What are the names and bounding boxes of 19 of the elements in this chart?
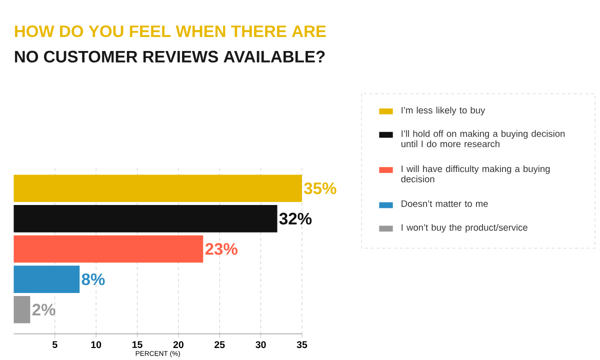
legend-label: I will have difficulty making a buying decision: [401, 165, 550, 182]
x-tick-label: 20: [173, 340, 184, 348]
x-tick-label: 10: [91, 340, 102, 348]
x-tick-label: 5: [52, 340, 58, 348]
legend-label: I’ll hold off on making a buying decision until I do more research: [401, 130, 565, 147]
legend-label: I won’t buy the product/service: [402, 224, 528, 232]
data-label: 32%: [279, 212, 312, 224]
x-tick-label: 35: [296, 340, 308, 348]
x-tick-label: 15: [132, 340, 142, 348]
x-tick-label: 30: [256, 340, 266, 348]
chart-title: HOW DO YOU FEEL WHEN THERE ARE: [15, 25, 326, 37]
legend-label: Doesn’t matter to me: [402, 200, 488, 207]
data-label: 23%: [205, 242, 238, 255]
chart-subtitle: NO CUSTOMER REVIEWS AVAILABLE?: [15, 50, 325, 62]
data-label: 35%: [304, 182, 336, 194]
x-tick-label: 25: [214, 340, 225, 348]
data-label: 2%: [32, 304, 56, 316]
legend-label: I’m less likely to buy: [402, 106, 486, 116]
data-label: 8%: [82, 273, 105, 285]
